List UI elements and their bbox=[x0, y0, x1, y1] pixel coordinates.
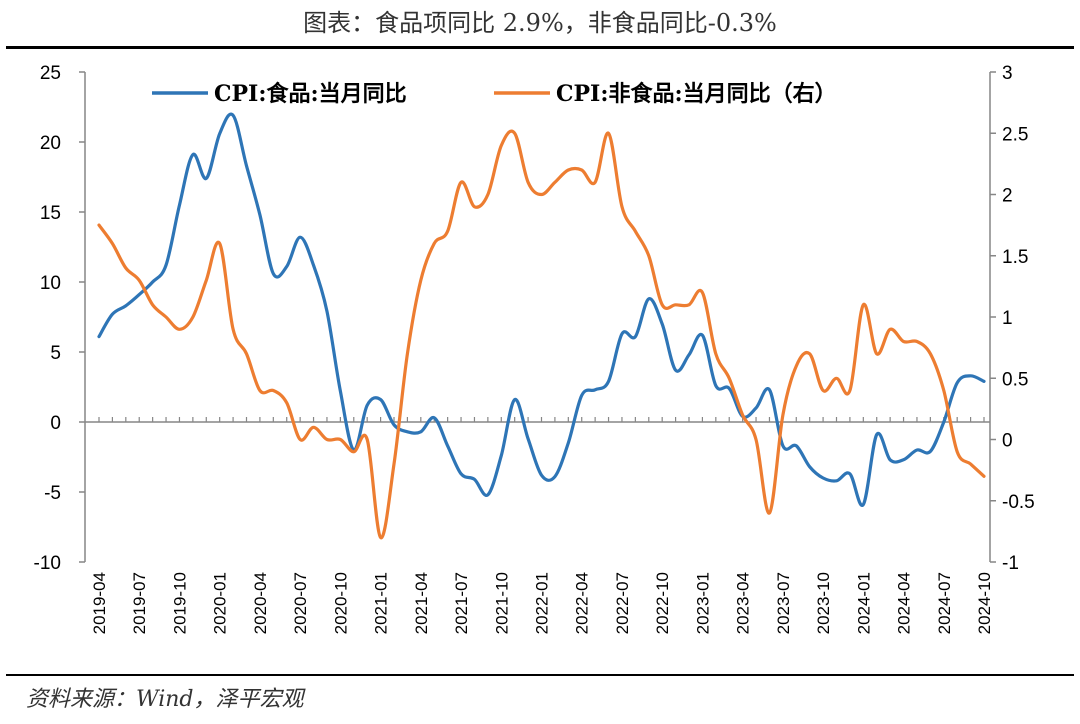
x-tick-label: 2022-07 bbox=[613, 572, 632, 634]
x-tick-label: 2019-07 bbox=[130, 572, 149, 634]
x-tick-label: 2024-07 bbox=[935, 572, 954, 634]
axes: 25 20 15 10 5 0 -5 -10 3 2.5 2 1.5 1 0.5 0 -0.5 -1 2019-0… bbox=[34, 63, 1035, 634]
x-tick-label: 2021-04 bbox=[412, 572, 431, 634]
x-tick-label: 2023-04 bbox=[734, 572, 753, 634]
y-right-tick-label: 0 bbox=[1002, 431, 1013, 452]
series-layer bbox=[97, 112, 986, 540]
x-tick-label: 2022-01 bbox=[533, 572, 552, 634]
y-left-tick-label: 5 bbox=[50, 343, 61, 364]
x-tick-label: 2019-04 bbox=[90, 572, 109, 634]
y-right-tick-label: 2 bbox=[1002, 186, 1013, 207]
y-right-tick-label: 1 bbox=[1002, 308, 1013, 329]
y-left-tick-label: 0 bbox=[50, 413, 61, 434]
line-chart: 25 20 15 10 5 0 -5 -10 3 2.5 2 1.5 1 0.5 0 -0.5 -1 2019-0… bbox=[34, 63, 1035, 634]
y-right-tick-label: -0.5 bbox=[1002, 492, 1035, 513]
page-title: 图表：食品项同比 2.9%，非食品同比-0.3% bbox=[303, 9, 777, 37]
y-left-tick-label: 20 bbox=[40, 133, 61, 154]
x-tick-label: 2023-01 bbox=[693, 572, 712, 634]
y-right-tick-label: -1 bbox=[1002, 553, 1019, 574]
y-left-tick-label: -10 bbox=[34, 553, 61, 574]
series-line-food bbox=[97, 112, 986, 507]
x-tick-label: 2021-07 bbox=[452, 572, 471, 634]
source-note: 资料来源：Wind，泽平宏观 bbox=[26, 687, 304, 712]
y-left-tick-label: 25 bbox=[40, 63, 61, 84]
y-left-tick-label: -5 bbox=[44, 483, 61, 504]
x-tick-label: 2024-10 bbox=[975, 572, 994, 634]
legend: CPI:食品:当月同比 CPI:非食品:当月同比（右） bbox=[152, 81, 837, 107]
x-tick-label: 2022-04 bbox=[573, 572, 592, 634]
x-tick-label: 2024-04 bbox=[895, 572, 914, 634]
x-tick-label: 2020-07 bbox=[291, 572, 310, 634]
x-tick-label: 2019-10 bbox=[170, 572, 189, 634]
x-tick-label: 2021-10 bbox=[492, 572, 511, 634]
x-tick-label: 2022-10 bbox=[653, 572, 672, 634]
y-right-tick-label: 2.5 bbox=[1002, 124, 1028, 145]
x-tick-label: 2021-01 bbox=[372, 572, 391, 634]
top-rule bbox=[6, 46, 1074, 49]
y-left-tick-label: 15 bbox=[40, 203, 61, 224]
y-right-tick-label: 0.5 bbox=[1002, 369, 1028, 390]
x-tick-label: 2020-10 bbox=[331, 572, 350, 634]
x-tick-label: 2024-01 bbox=[854, 572, 873, 634]
x-tick-label: 2023-07 bbox=[774, 572, 793, 634]
legend-label-nonfood: CPI:非食品:当月同比（右） bbox=[556, 81, 837, 107]
bottom-rule bbox=[6, 674, 1074, 676]
x-tick-label: 2020-01 bbox=[211, 572, 230, 634]
y-right-tick-label: 3 bbox=[1002, 63, 1013, 84]
legend-label-food: CPI:食品:当月同比 bbox=[214, 81, 407, 107]
y-left-tick-label: 10 bbox=[40, 273, 61, 294]
y-right-tick-label: 1.5 bbox=[1002, 247, 1028, 268]
x-tick-label: 2020-04 bbox=[251, 572, 270, 634]
x-tick-label: 2023-10 bbox=[814, 572, 833, 634]
